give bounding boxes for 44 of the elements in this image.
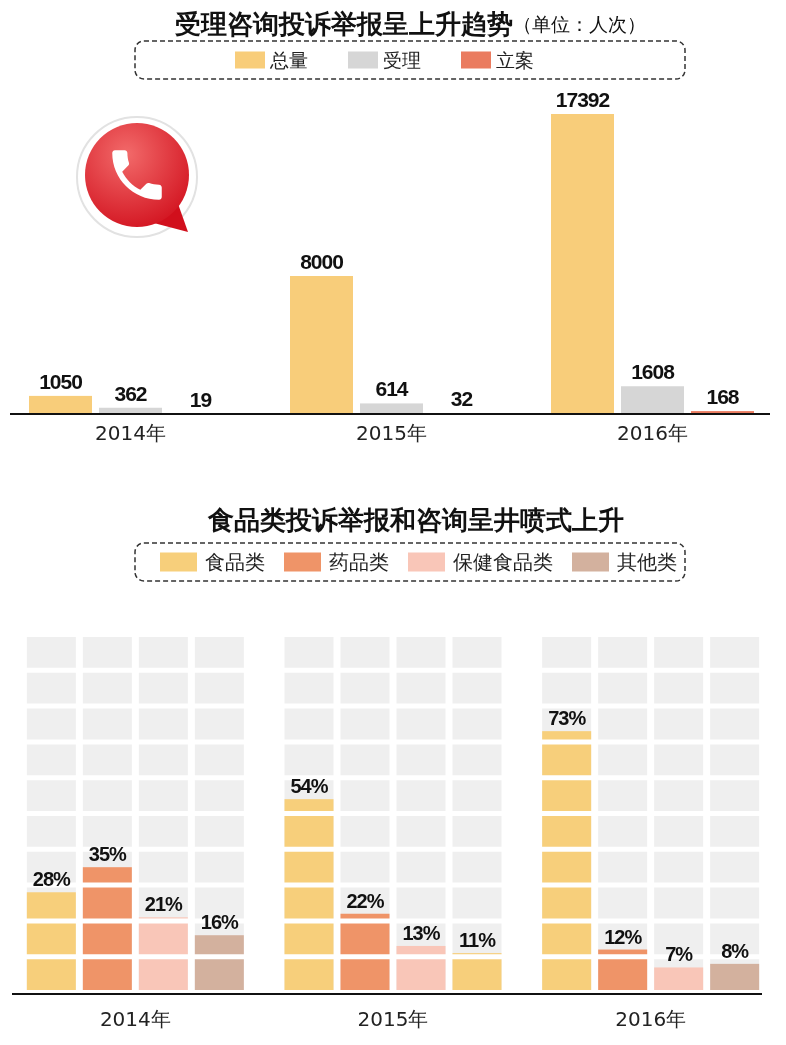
legend-label: 其他类	[617, 550, 677, 575]
data-label: 17392	[555, 88, 610, 111]
x-tick-label: 2015年	[357, 1007, 429, 1031]
data-label: 8%	[721, 939, 750, 962]
data-label: 1050	[39, 369, 83, 393]
data-label: 73%	[548, 707, 587, 730]
data-label: 19	[189, 387, 212, 411]
data-label: 614	[375, 377, 409, 401]
legend-label: 总量	[269, 48, 308, 71]
bar	[551, 114, 614, 414]
x-tick-label: 2016年	[617, 421, 688, 445]
x-tick-label: 2015年	[356, 421, 427, 445]
data-label: 8000	[300, 250, 344, 274]
bar	[654, 967, 704, 993]
data-label: 35%	[88, 843, 128, 866]
data-label: 168	[706, 385, 740, 409]
bar	[710, 963, 760, 993]
data-label: 28%	[32, 868, 72, 891]
data-label: 11%	[459, 929, 497, 952]
legend-label: 立案	[496, 48, 534, 71]
x-tick-label: 2016年	[615, 1007, 687, 1031]
data-label: 7%	[665, 943, 694, 966]
chart-title: 食品类投诉举报和咨询呈井喷式上升	[207, 505, 624, 535]
chart-title: 受理咨询投诉举报呈上升趋势	[174, 9, 513, 39]
data-label: 21%	[144, 893, 184, 916]
bar	[29, 395, 92, 414]
x-tick-label: 2014年	[95, 421, 166, 445]
data-label: 54%	[290, 775, 329, 798]
data-label: 1608	[631, 360, 676, 384]
legend-label: 食品类	[205, 550, 265, 575]
data-label: 22%	[346, 889, 385, 912]
bar	[360, 403, 423, 414]
data-label: 362	[114, 381, 147, 405]
data-label: 13%	[402, 921, 441, 944]
bar	[290, 276, 353, 414]
legend-label: 药品类	[329, 550, 389, 575]
data-label: 16%	[200, 911, 240, 934]
legend-label: 保健食品类	[453, 550, 553, 575]
chart-subtitle: （单位：人次）	[512, 13, 646, 35]
x-tick-label: 2014年	[99, 1007, 171, 1031]
data-label: 32	[450, 387, 473, 411]
bar	[621, 386, 684, 414]
legend-label: 受理	[383, 48, 421, 71]
data-label: 12%	[604, 925, 643, 948]
